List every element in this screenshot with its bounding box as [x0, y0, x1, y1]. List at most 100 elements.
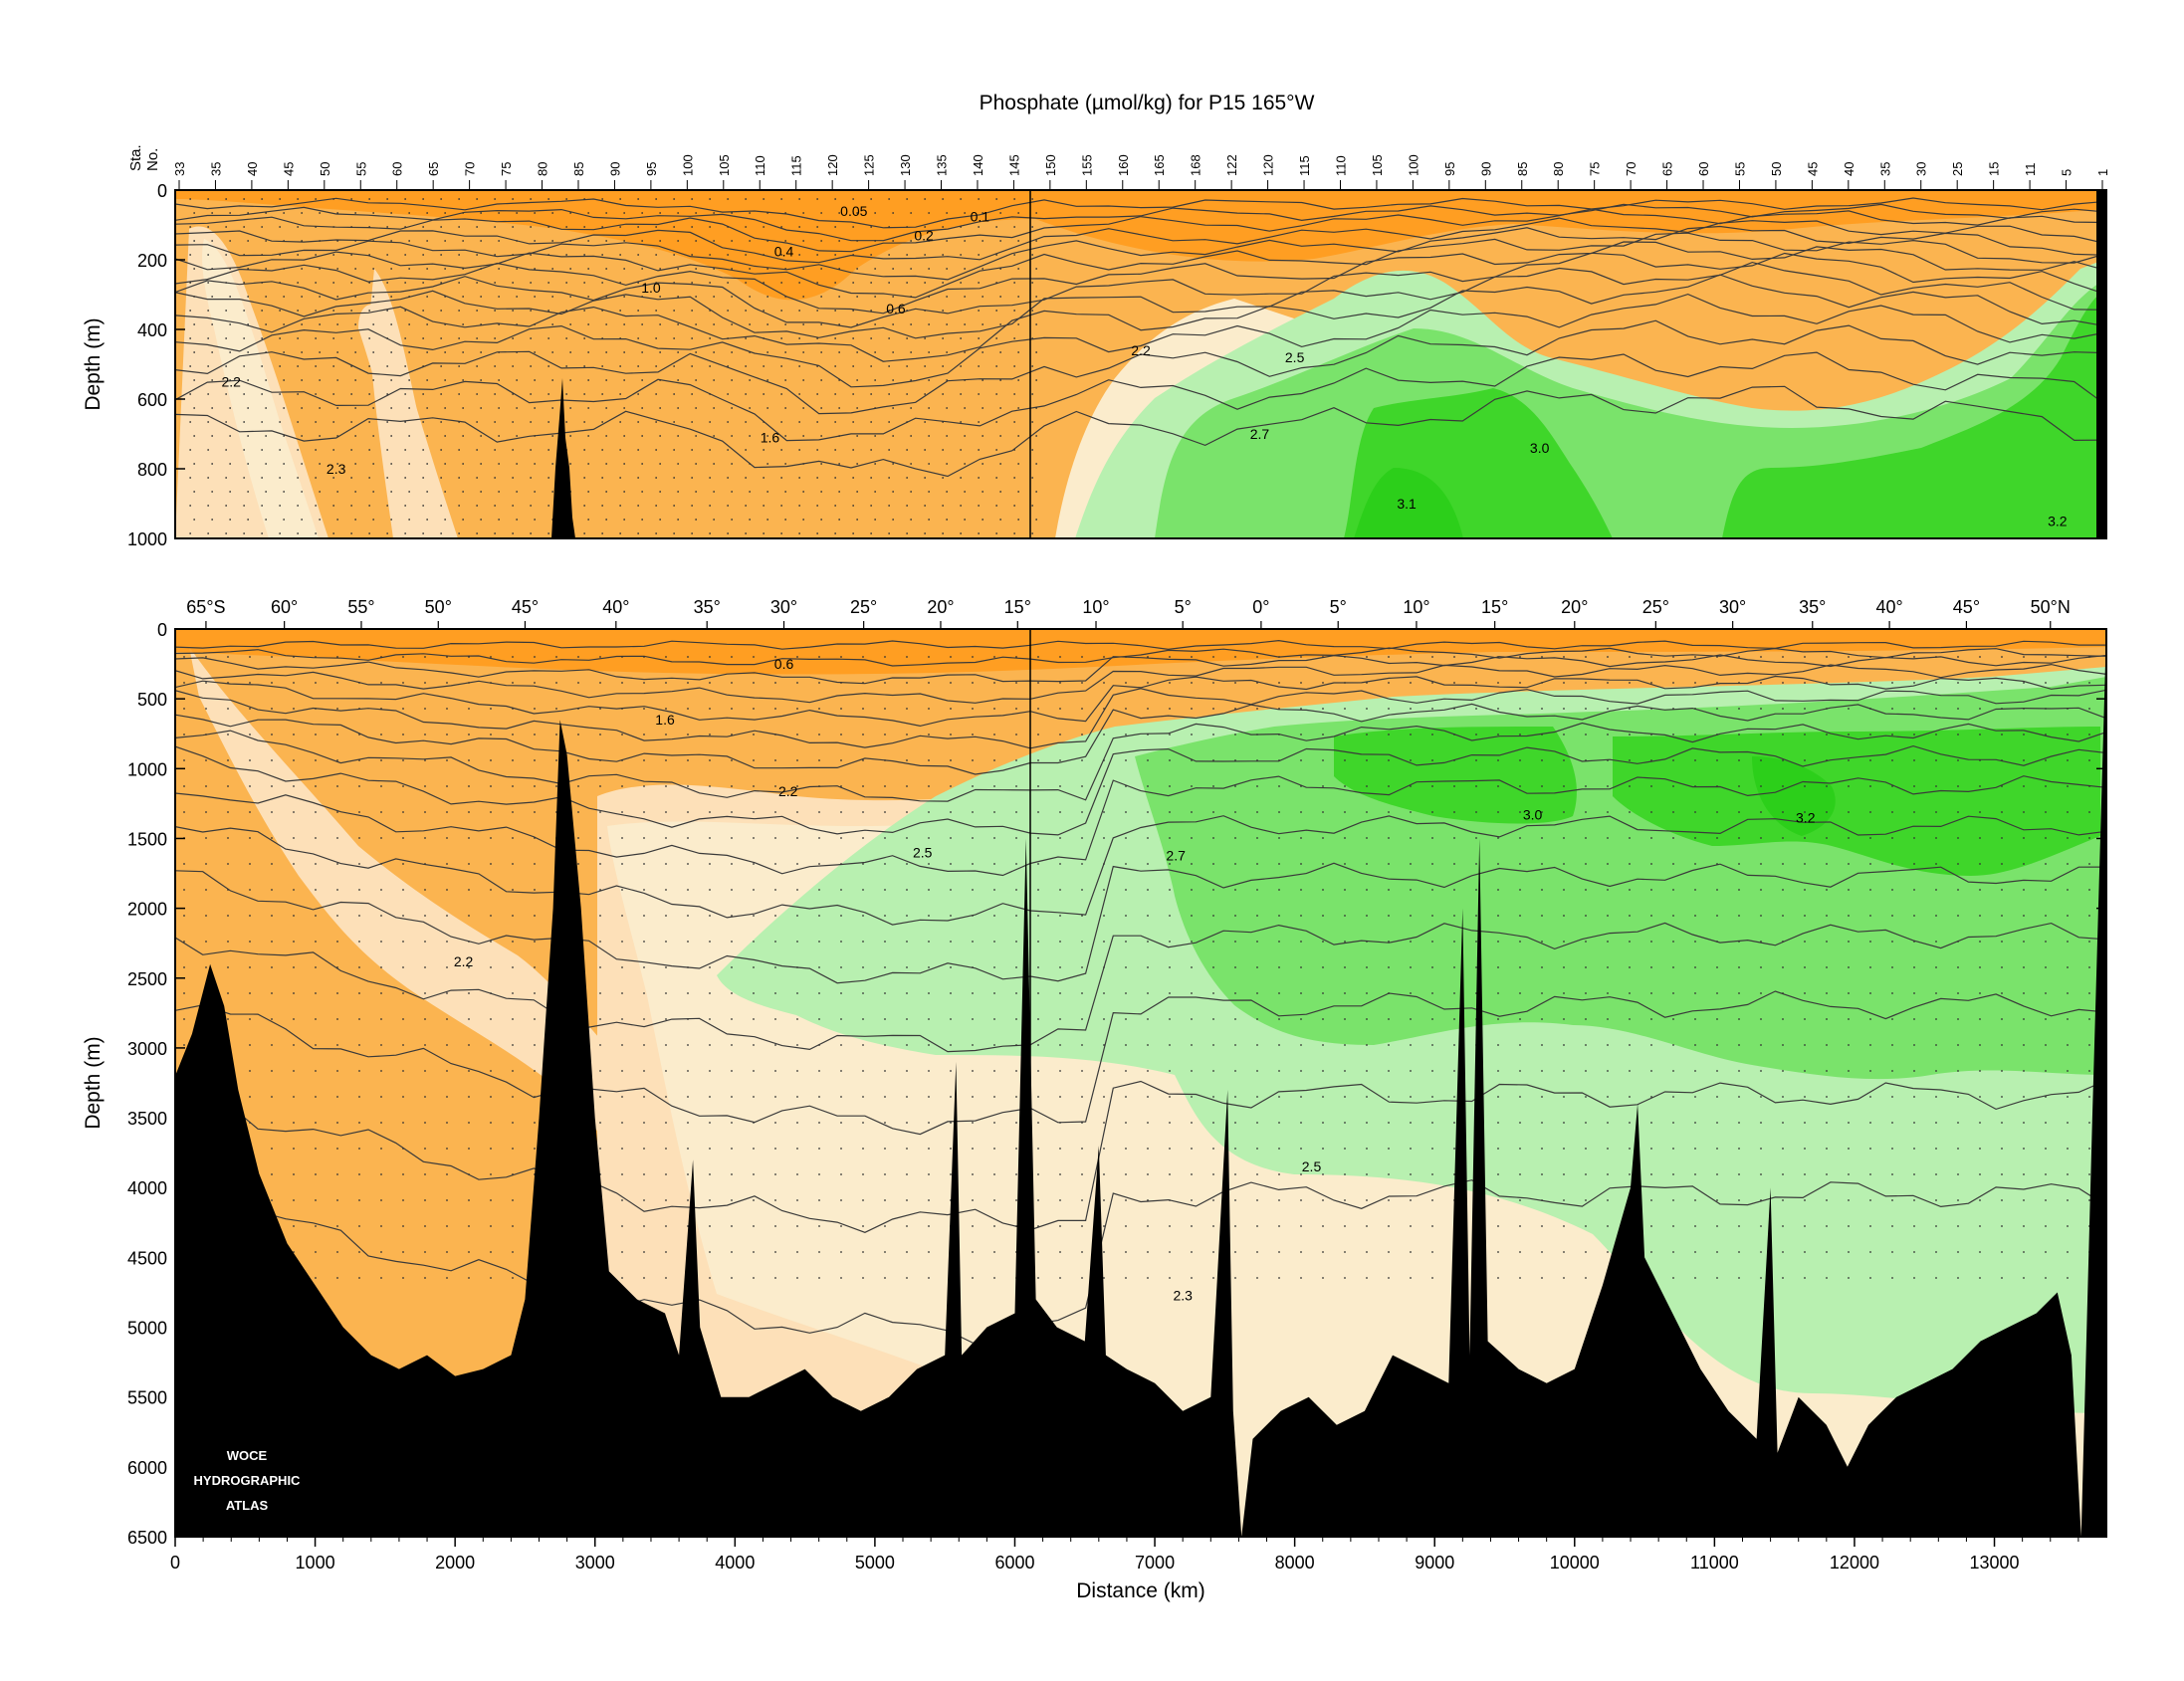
lower-sample-dot [1081, 656, 1083, 658]
latitude-label: 35° [1799, 597, 1826, 617]
lower-sample-dot [1212, 992, 1214, 994]
lower-sample-dot [2045, 1199, 2047, 1201]
lower-sample-dot [1191, 863, 1193, 865]
contour-label: 0.4 [774, 243, 794, 259]
lower-sample-dot [1694, 837, 1696, 839]
lower-sample-dot [1607, 759, 1609, 761]
lower-sample-dot [731, 1251, 733, 1253]
upper-sample-dot [784, 463, 787, 465]
lower-sample-dot [1957, 1277, 1959, 1279]
upper-sample-dot [565, 421, 568, 423]
upper-sample-dot [225, 532, 228, 534]
lower-sample-dot [358, 682, 360, 684]
lower-sample-dot [424, 656, 426, 658]
lower-sample-dot [1059, 759, 1061, 761]
upper-sample-dot [677, 519, 680, 521]
lower-sample-dot [1979, 1148, 1981, 1150]
upper-sample-dot [691, 282, 694, 284]
upper-sample-dot [193, 379, 196, 381]
upper-sample-dot [319, 379, 322, 381]
upper-sample-dot [641, 323, 644, 325]
upper-sample-dot [802, 519, 805, 521]
lower-sample-dot [884, 1251, 886, 1253]
lower-sample-dot [599, 1018, 601, 1020]
lower-sample-dot [1300, 966, 1302, 968]
upper-sample-dot [319, 212, 322, 214]
upper-sample-dot [494, 505, 497, 507]
lower-sample-dot [972, 837, 974, 839]
lower-sample-dot [1563, 966, 1565, 968]
lower-sample-dot [1147, 1044, 1149, 1046]
lower-sample-dot [840, 966, 842, 968]
upper-sample-dot [440, 282, 443, 284]
lower-sample-dot [534, 811, 536, 813]
upper-sample-dot [444, 435, 447, 437]
lower-sample-dot [665, 915, 667, 917]
lower-sample-dot [490, 656, 492, 658]
lower-sample-dot [1957, 966, 1959, 968]
upper-sample-dot [641, 407, 644, 409]
lower-sample-dot [336, 1018, 338, 1020]
lower-sample-dot [1979, 1070, 1981, 1072]
lower-sample-dot [1760, 1018, 1762, 1020]
upper-sample-dot [910, 296, 913, 298]
upper-sample-dot [243, 449, 246, 451]
lower-sample-dot [993, 759, 995, 761]
upper-sample-dot [534, 463, 537, 465]
upper-sample-dot [888, 282, 891, 284]
upper-sample-dot [350, 198, 353, 200]
lower-sample-dot [753, 915, 755, 917]
lower-sample-dot [818, 656, 820, 658]
lower-sample-dot [1431, 682, 1433, 684]
lower-sample-dot [774, 656, 776, 658]
upper-sample-dot [623, 351, 626, 353]
lower-sample-dot [1629, 656, 1631, 658]
lower-sample-dot [972, 811, 974, 813]
lower-sample-dot [2001, 1018, 2003, 1020]
station-number: 65 [426, 162, 441, 176]
lower-sample-dot [1322, 941, 1324, 943]
lower-sample-dot [534, 734, 536, 735]
lower-sample-dot [1125, 1199, 1127, 1201]
lower-sample-dot [1388, 656, 1390, 658]
lower-sample-dot [205, 863, 207, 865]
lower-sample-dot [862, 915, 864, 917]
lower-sample-dot [1826, 1070, 1828, 1072]
upper-sample-dot [906, 505, 909, 507]
upper-sample-dot [713, 407, 716, 409]
lower-sample-dot [1672, 1148, 1674, 1150]
upper-sample-dot [476, 449, 479, 451]
lower-sample-dot [1059, 1122, 1061, 1124]
lower-sample-dot [1694, 682, 1696, 684]
lower-sample-dot [1738, 656, 1740, 658]
upper-sample-dot [995, 421, 998, 423]
lower-contour [175, 775, 2106, 877]
contour-label: 2.2 [1131, 342, 1151, 358]
upper-sample-dot [946, 435, 949, 437]
lower-sample-dot [1059, 1148, 1061, 1150]
upper-sample-dot [691, 310, 694, 312]
upper-sample-dot [480, 296, 483, 298]
station-number: 100 [1406, 154, 1420, 176]
lower-sample-dot [315, 1096, 317, 1098]
lower-sample-dot [2001, 1044, 2003, 1046]
upper-sample-dot [408, 212, 411, 214]
upper-sample-dot [498, 351, 501, 353]
upper-sample-dot [763, 449, 765, 451]
lower-sample-dot [1716, 941, 1718, 943]
lower-sample-dot [1015, 656, 1017, 658]
lower-sample-dot [1826, 889, 1828, 891]
lower-sample-dot [468, 811, 470, 813]
lower-sample-dot [555, 708, 557, 710]
lower-sample-dot [1826, 656, 1828, 658]
lower-sample-dot [2067, 1018, 2069, 1020]
lower-sample-dot [643, 992, 645, 994]
lower-sample-dot [293, 863, 295, 865]
upper-sample-dot [512, 532, 515, 534]
lower-sample-dot [1913, 1018, 1915, 1020]
upper-sample-dot [677, 212, 680, 214]
lower-sample-dot [621, 1225, 623, 1227]
upper-sample-dot [458, 198, 461, 200]
lower-sample-dot [402, 1225, 404, 1227]
lower-sample-dot [1869, 656, 1871, 658]
